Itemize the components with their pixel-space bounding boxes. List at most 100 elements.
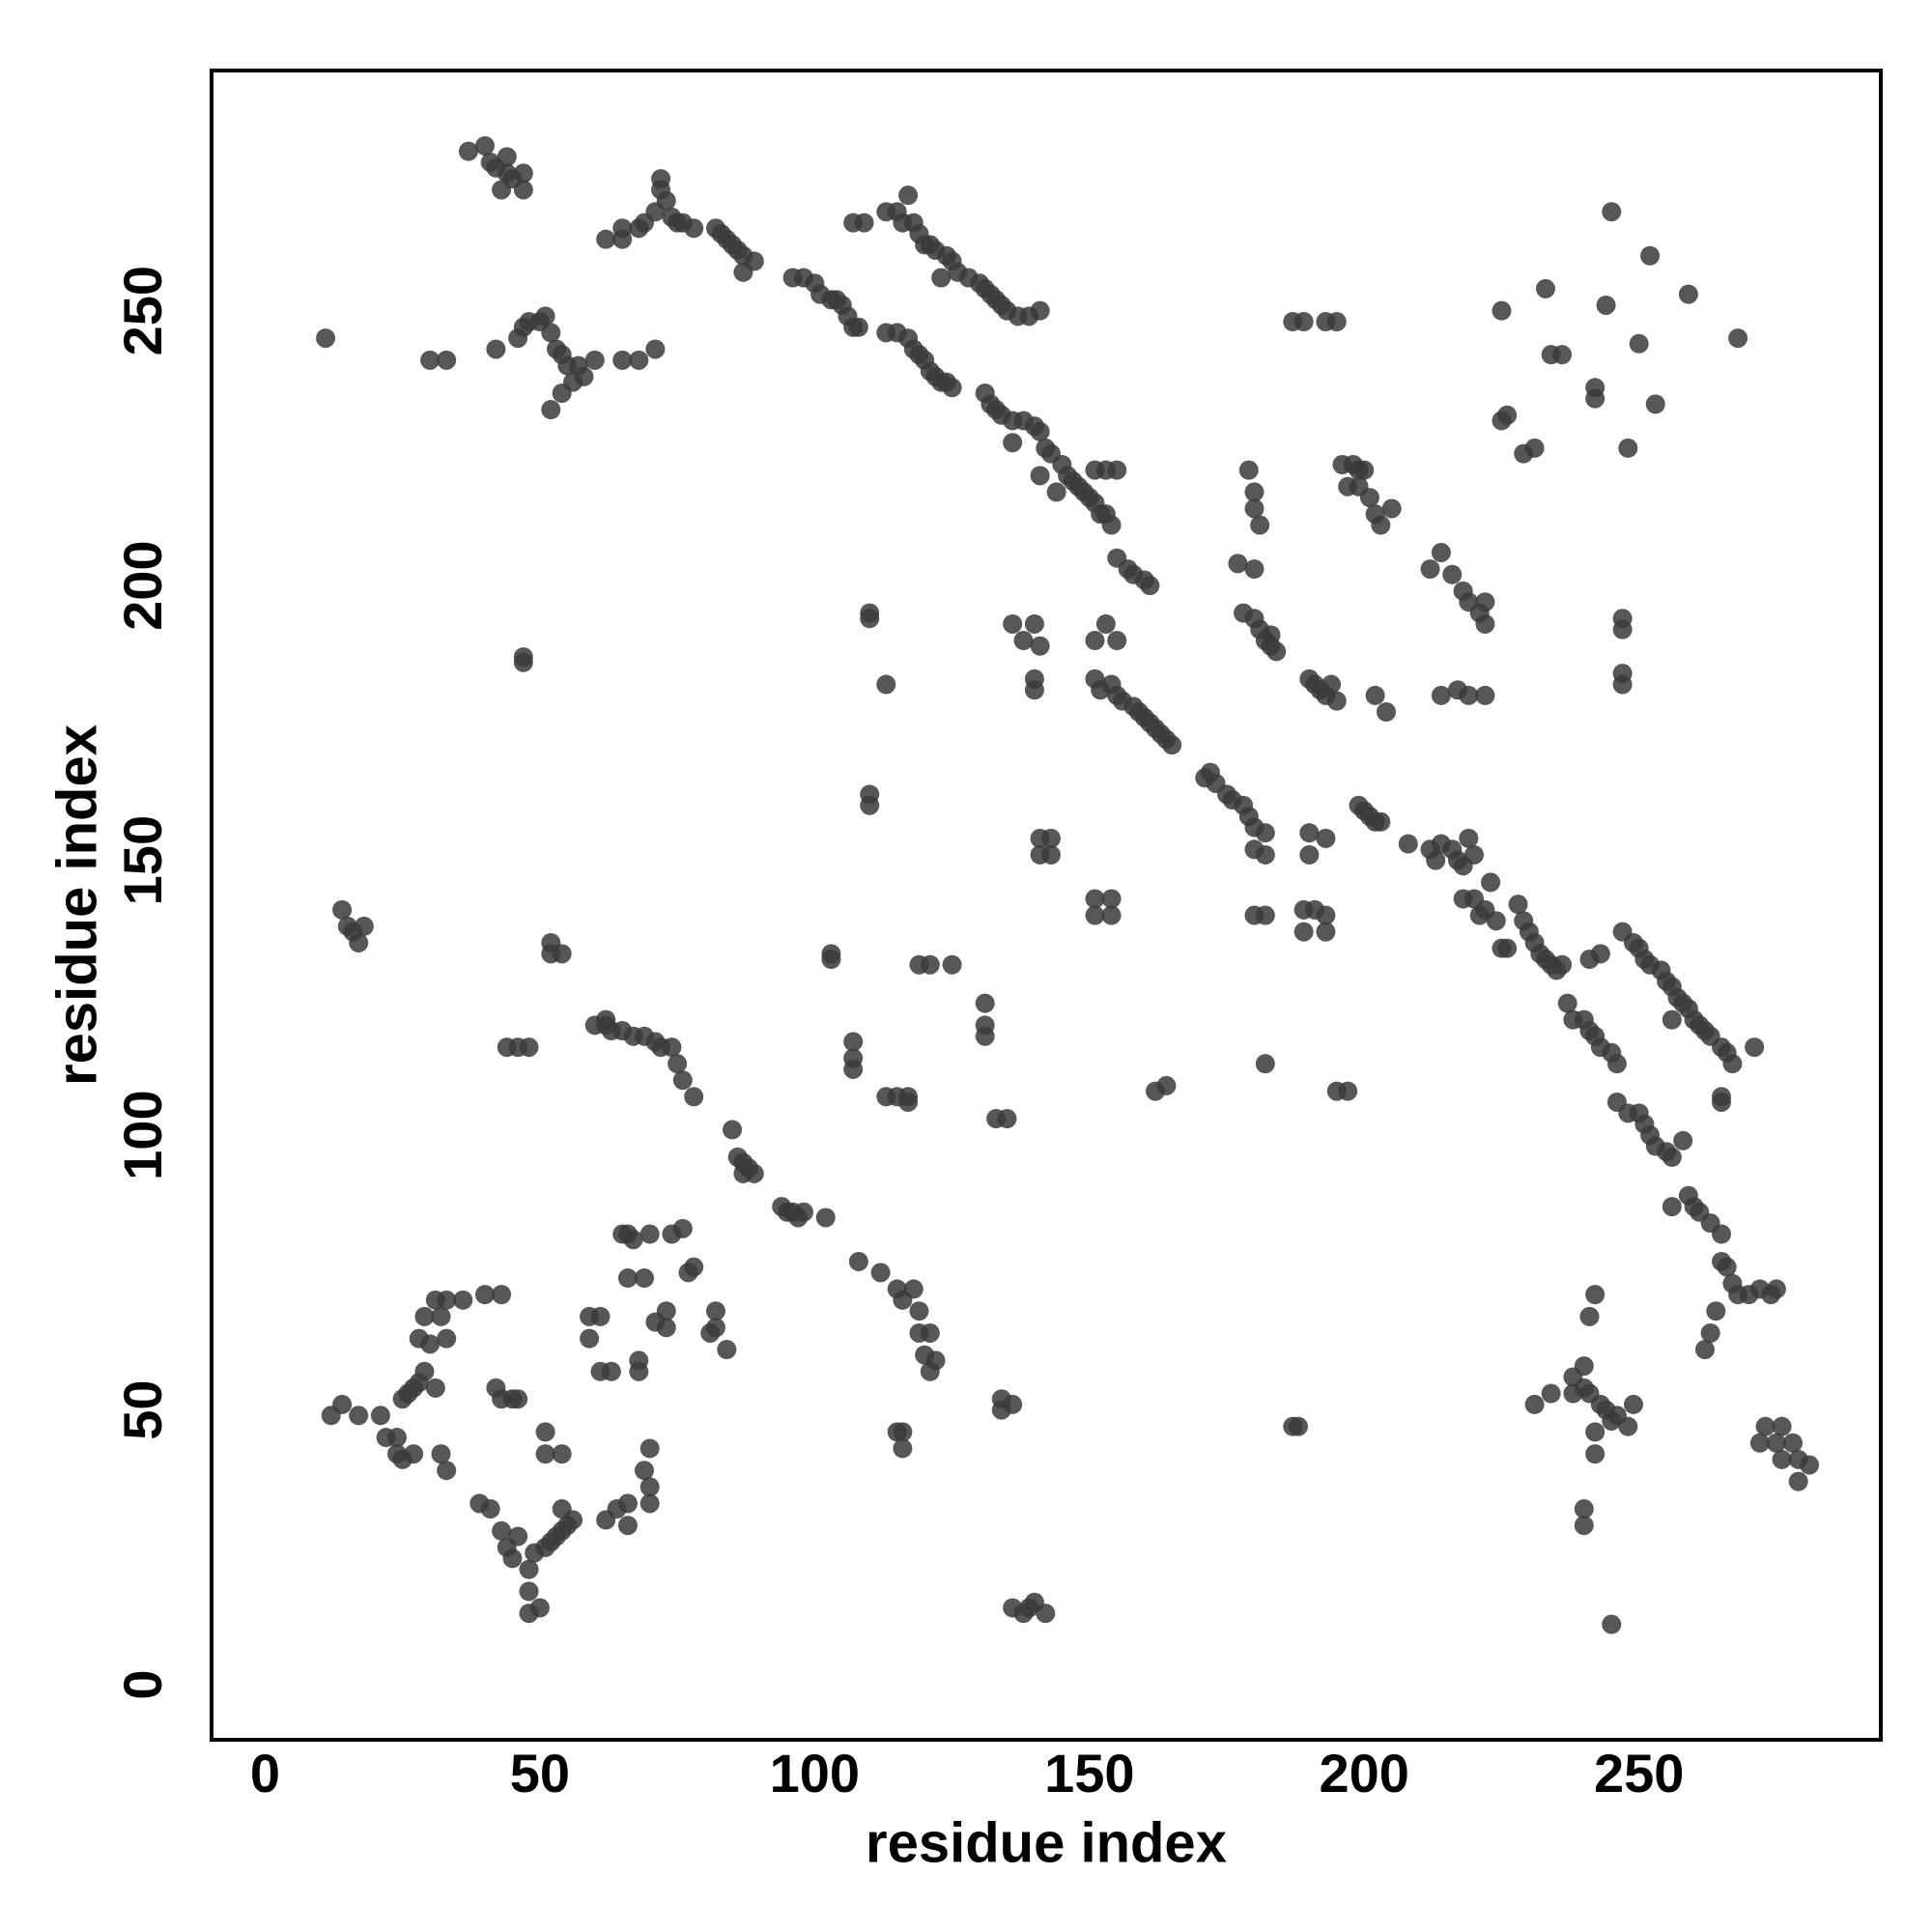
point xyxy=(535,306,555,327)
point xyxy=(1156,1075,1177,1095)
point xyxy=(513,180,533,200)
point xyxy=(920,1322,940,1343)
point xyxy=(1629,333,1649,354)
point xyxy=(1255,1054,1275,1074)
point xyxy=(1612,619,1633,639)
point xyxy=(497,147,517,167)
point xyxy=(942,954,962,975)
point xyxy=(1003,1394,1023,1414)
point xyxy=(1365,685,1385,705)
point xyxy=(1255,905,1275,925)
point xyxy=(1101,905,1122,925)
point xyxy=(1464,844,1485,865)
point xyxy=(404,1444,424,1464)
point xyxy=(513,652,533,672)
point xyxy=(596,1009,616,1030)
point xyxy=(502,1548,523,1569)
point xyxy=(997,1109,1017,1129)
point xyxy=(1497,938,1518,958)
point xyxy=(1398,834,1418,854)
point xyxy=(1162,735,1182,755)
x-axis-title: residue index xyxy=(866,1811,1227,1874)
point xyxy=(1095,613,1116,634)
point xyxy=(513,163,533,184)
point xyxy=(1574,1516,1594,1536)
point xyxy=(635,1461,654,1481)
point xyxy=(1602,1614,1622,1634)
point xyxy=(349,932,369,952)
point xyxy=(887,1422,907,1442)
point xyxy=(1244,498,1264,519)
point xyxy=(1712,1092,1732,1112)
point xyxy=(639,1224,660,1244)
point xyxy=(1508,895,1528,915)
point xyxy=(1745,1037,1765,1058)
point xyxy=(580,1328,600,1349)
point xyxy=(1442,564,1463,584)
point xyxy=(1040,828,1061,848)
point xyxy=(1293,312,1314,332)
point xyxy=(925,1350,946,1371)
point xyxy=(656,190,676,211)
point xyxy=(656,1318,676,1338)
point xyxy=(639,1493,660,1514)
point xyxy=(1645,394,1665,414)
y-tick-label: 200 xyxy=(112,540,173,630)
point xyxy=(1316,905,1336,925)
point xyxy=(705,1301,725,1321)
y-tick-label: 250 xyxy=(112,266,173,355)
point xyxy=(420,1334,440,1354)
point xyxy=(1359,488,1379,508)
point xyxy=(612,218,633,239)
point xyxy=(662,1037,682,1058)
point xyxy=(1492,300,1512,321)
point xyxy=(1612,674,1633,695)
point xyxy=(1475,613,1495,634)
point xyxy=(1618,1416,1638,1436)
point xyxy=(1003,613,1023,634)
point xyxy=(1316,828,1336,848)
point xyxy=(1782,1433,1803,1453)
point xyxy=(1426,850,1446,870)
point xyxy=(942,378,962,398)
point xyxy=(815,1208,836,1228)
point xyxy=(1717,1257,1737,1277)
point xyxy=(1662,1009,1682,1030)
point xyxy=(420,350,440,370)
point xyxy=(431,1444,451,1464)
point xyxy=(1085,631,1105,651)
point xyxy=(860,609,880,629)
y-tick-label: 100 xyxy=(112,1090,173,1179)
point xyxy=(1712,1224,1732,1244)
point xyxy=(793,1202,813,1222)
point xyxy=(1326,691,1347,711)
point xyxy=(1354,460,1375,480)
point xyxy=(332,899,353,920)
point xyxy=(1299,844,1320,865)
point xyxy=(1085,889,1105,909)
point xyxy=(1003,433,1023,453)
point xyxy=(903,1279,923,1299)
point xyxy=(1431,542,1451,562)
point xyxy=(909,1301,929,1321)
point xyxy=(508,1389,528,1409)
point xyxy=(1013,631,1034,651)
point xyxy=(1574,1499,1594,1520)
point xyxy=(1749,1433,1770,1453)
point xyxy=(1590,944,1610,964)
point xyxy=(1700,1322,1720,1343)
point xyxy=(717,1340,737,1360)
point xyxy=(453,1290,473,1310)
point xyxy=(1244,482,1264,502)
point xyxy=(629,350,649,370)
point xyxy=(1579,1306,1600,1326)
point xyxy=(1030,421,1050,441)
point xyxy=(700,1322,721,1343)
point xyxy=(486,339,506,359)
point xyxy=(414,1306,435,1326)
point xyxy=(535,1422,555,1442)
point xyxy=(1486,911,1506,931)
point xyxy=(437,1461,457,1481)
point xyxy=(1431,685,1451,705)
